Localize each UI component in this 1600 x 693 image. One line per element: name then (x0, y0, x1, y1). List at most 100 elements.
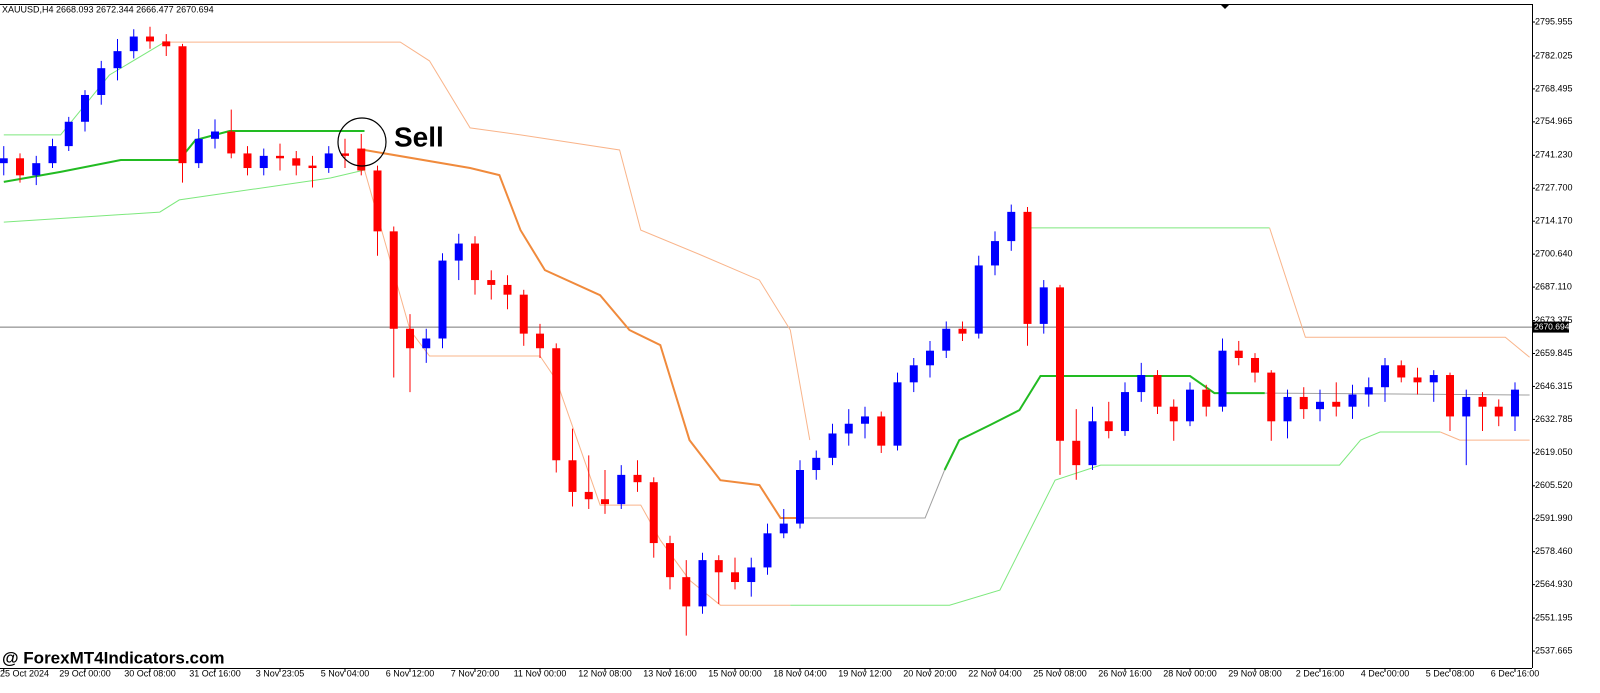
indicator-line (364, 149, 800, 519)
candle-body (731, 572, 739, 583)
candle-body (893, 382, 902, 446)
candle-body (601, 499, 609, 505)
candle-body (698, 560, 707, 607)
price-label: 2670.694 (1534, 321, 1570, 331)
candle-body (1023, 211, 1032, 324)
x-tick-label: 5 Nov 04:00 (321, 668, 370, 678)
candle-body (1202, 389, 1211, 407)
candle-body (211, 131, 219, 139)
candle-body (1088, 421, 1097, 466)
sell-annotation: Sell (394, 121, 444, 152)
candle-body (747, 567, 756, 583)
candle-body (389, 231, 398, 329)
y-tick-label: 2714.170 (1535, 216, 1573, 226)
candle-body (438, 260, 447, 339)
y-tick-label: 2537.665 (1535, 645, 1573, 655)
candle-body (861, 416, 869, 424)
candle-body (0, 158, 8, 164)
y-tick-label: 2551.195 (1535, 612, 1573, 622)
candle-body (97, 68, 106, 95)
x-tick-label: 19 Nov 12:00 (838, 668, 892, 678)
candle-body (1283, 396, 1292, 422)
candle-body (909, 365, 918, 383)
indicator-line (1440, 431, 1530, 441)
candle-body (1186, 389, 1194, 422)
y-tick-label: 2578.460 (1535, 546, 1573, 556)
shift-marker (1220, 4, 1230, 9)
candle-body (422, 338, 431, 349)
x-tick-label: 29 Oct 00:00 (59, 668, 111, 678)
indicator-line (800, 469, 946, 519)
x-tick-label: 11 Nov 00:00 (514, 668, 567, 678)
candle-body (324, 153, 333, 169)
candle-body (64, 121, 73, 147)
candle-body (194, 138, 203, 164)
candle-body (1413, 377, 1422, 383)
y-tick-label: 2754.965 (1535, 116, 1573, 126)
candle-body (308, 165, 317, 169)
x-tick-label: 13 Nov 16:00 (643, 668, 697, 678)
candle-body (1316, 401, 1324, 410)
plot-area (0, 26, 1532, 636)
y-tick-label: 2687.110 (1535, 281, 1572, 291)
candle-body (1381, 365, 1389, 388)
candle-body (146, 36, 154, 42)
candle-body (649, 482, 658, 544)
candle-body (974, 265, 983, 334)
x-tick-label: 26 Nov 16:00 (1098, 668, 1152, 678)
indicator-line (1269, 227, 1530, 358)
candle-body (276, 155, 284, 159)
candle-body (48, 146, 57, 164)
x-tick-label: 25 Oct 2024 (0, 668, 49, 678)
candle-body (81, 94, 89, 122)
candle-body (162, 41, 171, 47)
x-tick-label: 4 Dec 00:00 (1361, 668, 1410, 678)
candle-body (1397, 365, 1406, 378)
candle-body (991, 241, 999, 266)
y-tick-label: 2768.495 (1535, 83, 1573, 93)
candle-body (942, 328, 951, 351)
candle-body (503, 284, 512, 295)
candle-body (666, 543, 674, 578)
x-tick-label: 29 Nov 08:00 (1228, 668, 1282, 678)
candle-body (32, 163, 41, 176)
candle-body (357, 148, 366, 171)
y-tick-label: 2782.025 (1535, 50, 1573, 60)
candle-body (113, 51, 122, 69)
y-tick-label: 2727.700 (1535, 183, 1573, 193)
candle-body (682, 577, 691, 607)
candle-body (227, 131, 236, 154)
candle-body (812, 457, 821, 471)
chart-title: XAUUSD,H4 2668.093 2672.344 2666.477 267… (2, 4, 214, 14)
candle-body (259, 155, 268, 169)
candle-body (341, 153, 349, 156)
y-tick-label: 2605.520 (1535, 480, 1573, 490)
candle-body (16, 158, 24, 176)
candle-body (406, 328, 414, 349)
signal-circle (337, 117, 387, 167)
y-tick-label: 2673.375 (1535, 315, 1573, 325)
candle-body (633, 474, 642, 483)
x-tick-label: 12 Nov 08:00 (578, 668, 632, 678)
watermark: @ ForexMT4Indicators.com (2, 648, 225, 667)
candle-body (292, 158, 301, 166)
candle-body (1153, 375, 1162, 407)
candle-body (1494, 406, 1503, 417)
x-tick-label: 22 Nov 04:00 (968, 668, 1022, 678)
candle-body (1056, 287, 1064, 441)
candle-body (536, 333, 544, 349)
candle-body (552, 348, 561, 461)
candle-body (373, 170, 382, 232)
indicator-line (3, 169, 365, 223)
x-tick-label: 3 Nov 23:05 (256, 668, 305, 678)
candle-body (1478, 396, 1487, 407)
price-label-box (1533, 321, 1569, 333)
candle-body (617, 474, 626, 505)
candle-body (1267, 372, 1276, 422)
candle-body (1429, 375, 1438, 383)
candle-body (779, 523, 788, 534)
x-tick-label: 5 Dec 08:00 (1426, 668, 1475, 678)
candle-body (877, 416, 886, 446)
candle-body (1121, 392, 1129, 432)
